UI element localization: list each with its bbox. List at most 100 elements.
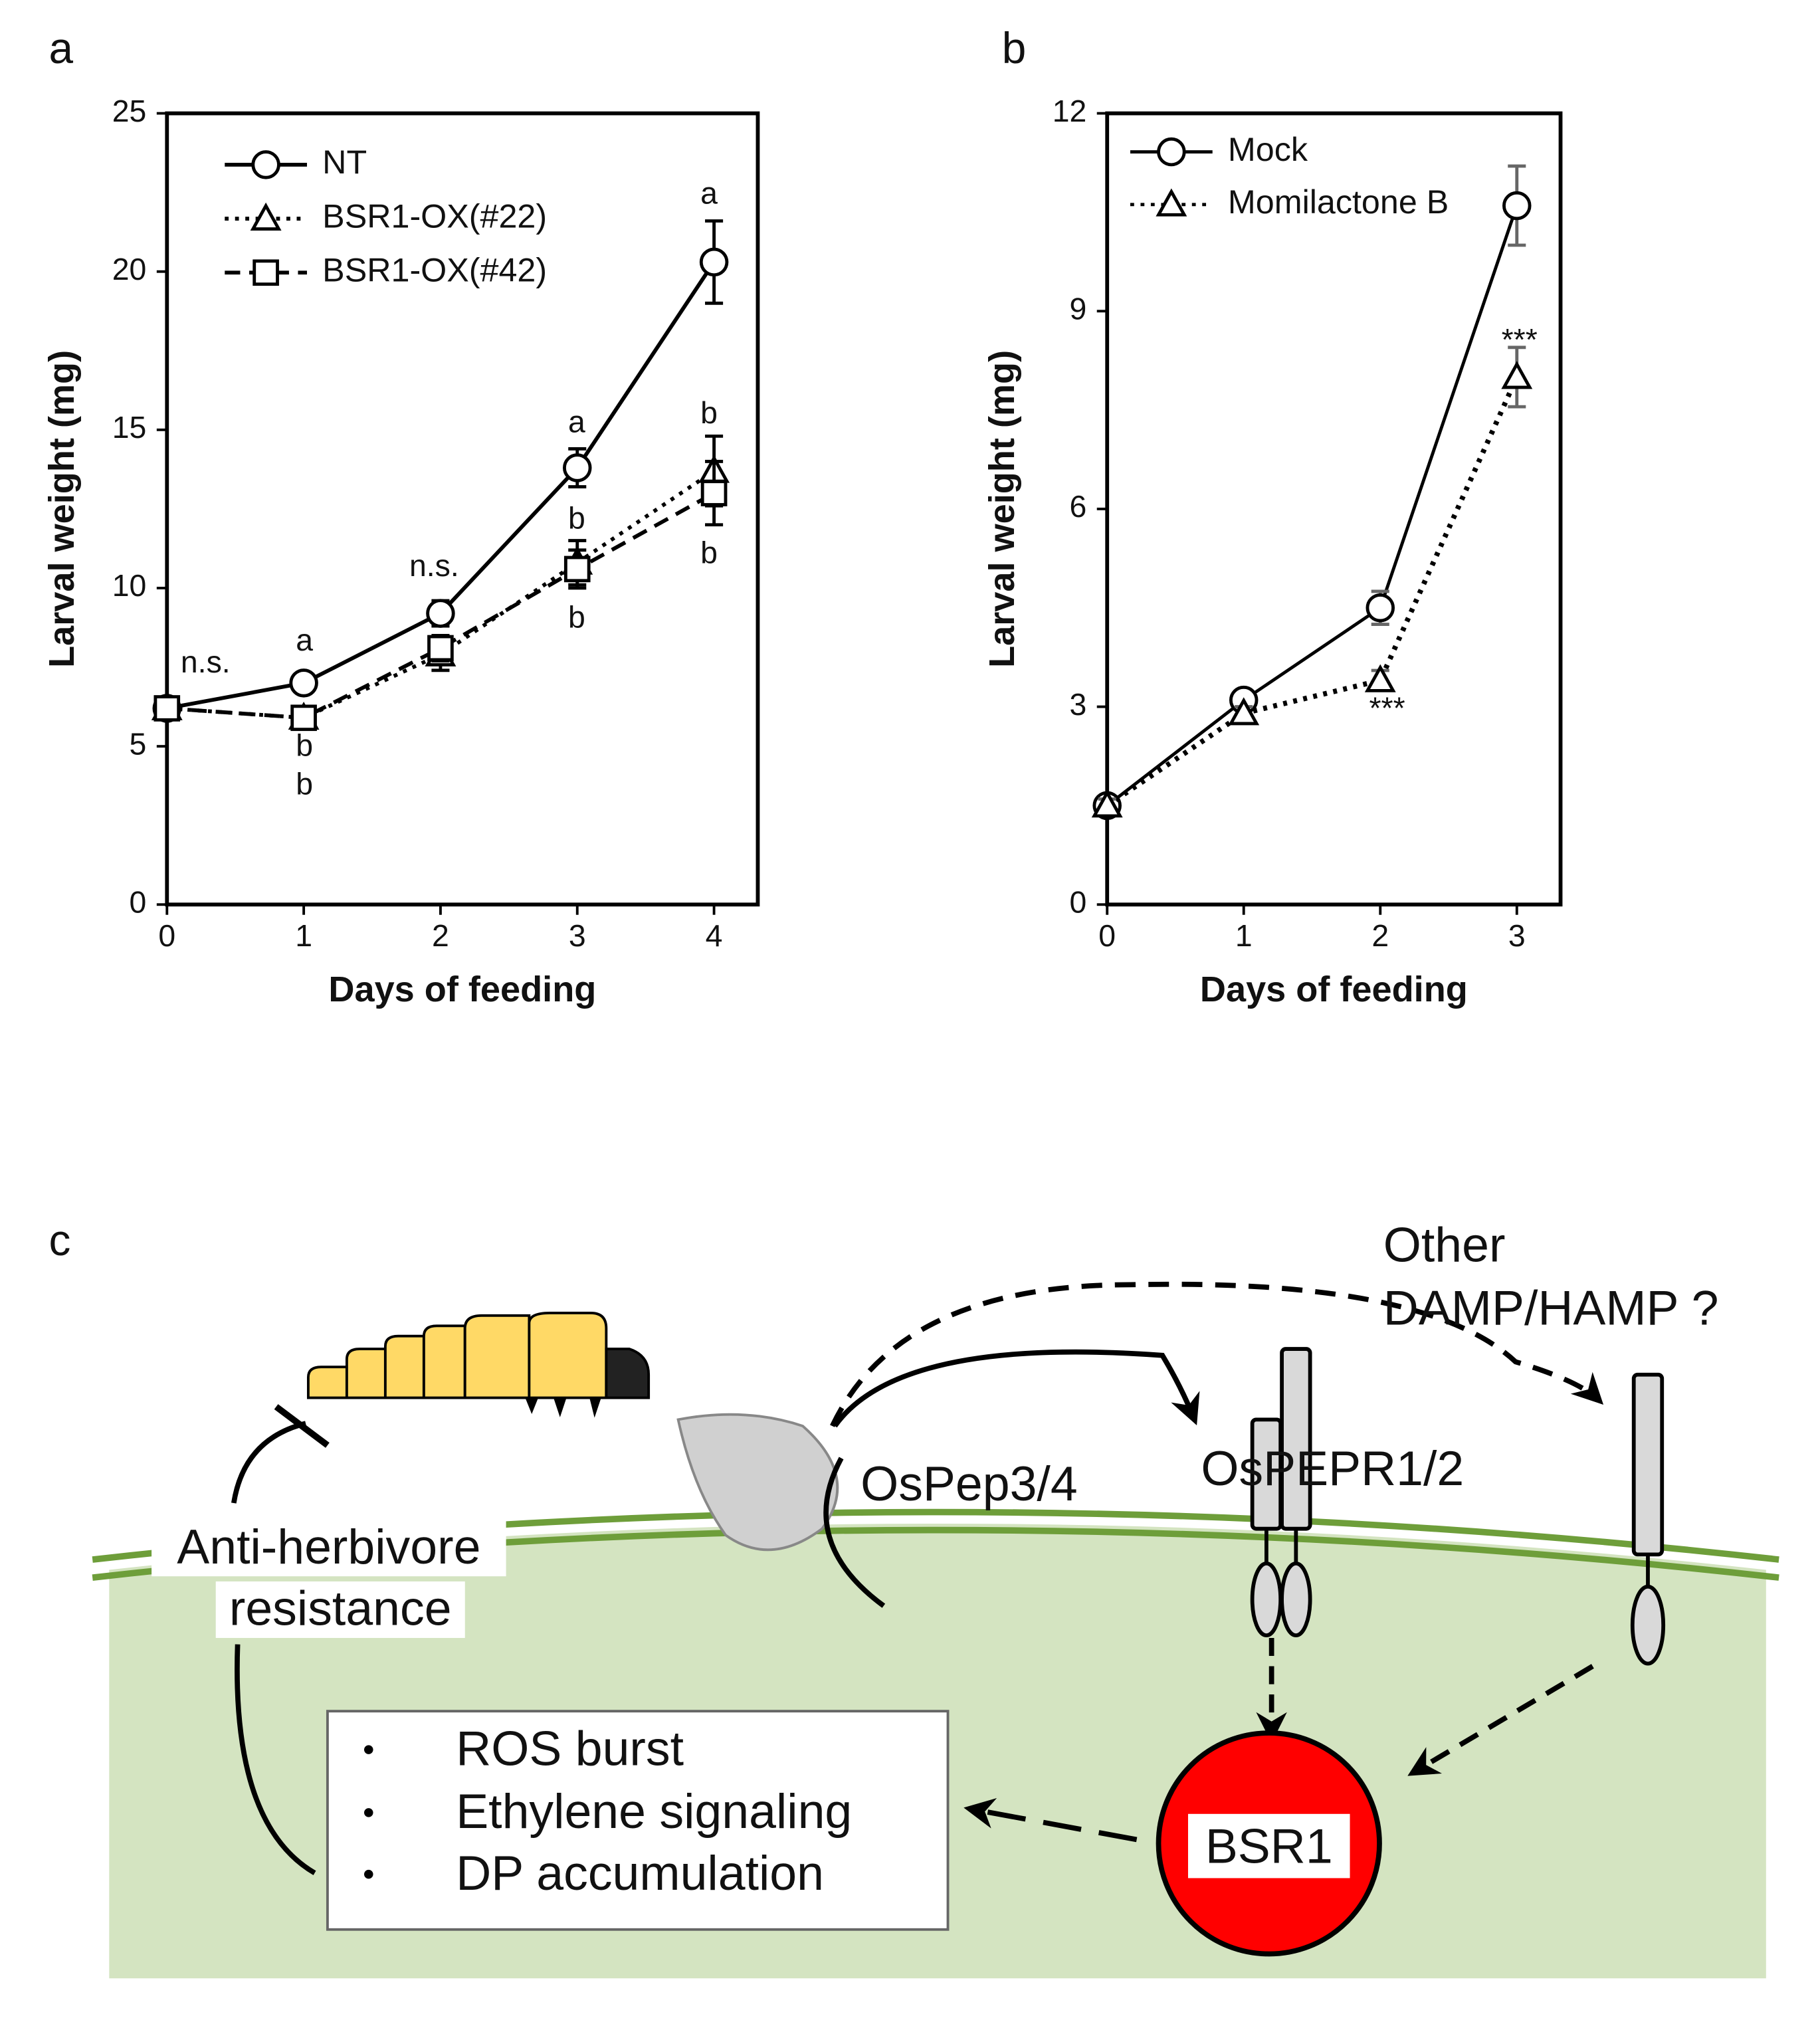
y-tick-label: 5: [130, 726, 147, 761]
hub-label: BSR1: [1205, 1819, 1333, 1873]
x-tick-label: 3: [1508, 918, 1526, 953]
ligand-label: OsPep3/4: [860, 1457, 1078, 1511]
y-tick-label: 15: [112, 410, 147, 445]
marker: [563, 556, 591, 583]
plot-frame: [165, 111, 760, 907]
x-axis-label: Days of feeding: [328, 969, 596, 1009]
x-tick-label: 4: [706, 918, 723, 953]
x-tick-label: 1: [295, 918, 312, 953]
y-tick-label: 12: [1053, 94, 1087, 128]
legend-marker: [253, 259, 279, 286]
marker: [1365, 593, 1395, 623]
inhibition-line: [231, 1421, 316, 1876]
receptor: [1250, 1347, 1666, 1666]
series-line: [167, 491, 715, 720]
legend-label: Mock: [1228, 131, 1308, 168]
x-tick-label: 2: [432, 918, 449, 953]
other-label: Other: [1383, 1218, 1506, 1272]
legend-marker: [1156, 188, 1187, 217]
y-axis-label: Larval weight (mg): [42, 350, 82, 668]
x-tick-label: 0: [158, 918, 175, 953]
resistance-label: resistance: [229, 1581, 452, 1636]
x-axis-label: Days of feeding: [1200, 969, 1468, 1009]
release-line: [823, 1457, 886, 1608]
annotation: n.s.: [181, 645, 231, 679]
output-box: [326, 1710, 950, 1931]
marker: [153, 695, 181, 722]
resistance-label: Anti-herbivore: [177, 1520, 480, 1574]
bullet-text: ROS burst: [456, 1721, 684, 1776]
marker: [1502, 191, 1532, 221]
annotation: a: [568, 405, 585, 439]
annotation: ***: [1369, 691, 1405, 726]
bullet-text: Ethylene signaling: [456, 1784, 852, 1839]
legend-marker: [1157, 137, 1186, 167]
series-line: [1106, 205, 1519, 807]
x-tick-label: 2: [1371, 918, 1389, 953]
y-tick-label: 0: [130, 885, 147, 920]
bullet: [363, 1808, 373, 1817]
marker: [1091, 789, 1123, 818]
marker: [426, 599, 455, 628]
annotation: ***: [1502, 322, 1538, 357]
annotation: b: [700, 536, 718, 570]
marker: [290, 704, 317, 732]
label-box: [152, 1520, 506, 1577]
legend-marker: [250, 202, 282, 231]
series-line: [167, 469, 716, 720]
marker: [289, 668, 318, 698]
y-tick-label: 10: [112, 568, 147, 603]
leaf: [676, 1413, 839, 1552]
legend-marker: [251, 150, 280, 179]
label-box: [1187, 1813, 1350, 1878]
wound-signal-arrow: [833, 1349, 1200, 1428]
panel-label: c: [49, 1216, 70, 1265]
arrow: [1407, 1664, 1594, 1776]
y-tick-label: 6: [1069, 489, 1086, 524]
annotation: b: [296, 767, 313, 801]
marker: [1501, 361, 1533, 389]
annotation: n.s.: [409, 548, 459, 583]
x-tick-label: 1: [1235, 918, 1253, 953]
marker: [700, 480, 728, 506]
y-tick-label: 3: [1069, 687, 1086, 722]
receptor-label: OsPEPR1/2: [1201, 1441, 1464, 1496]
marker: [1364, 664, 1396, 692]
y-tick-label: 0: [1069, 885, 1086, 920]
panel-label: a: [49, 24, 73, 72]
marker: [699, 247, 729, 277]
annotation: a: [296, 623, 313, 657]
bullet: [363, 1745, 373, 1754]
y-tick-label: 9: [1069, 291, 1086, 326]
other-label: DAMP/HAMP ?: [1383, 1280, 1719, 1335]
y-tick-label: 25: [112, 94, 147, 128]
annotation: b: [568, 599, 585, 634]
marker: [563, 453, 592, 482]
annotation: b: [296, 728, 313, 763]
marker: [427, 635, 454, 662]
other-signal-arrow: [830, 1281, 1604, 1427]
inhibition-bar: [274, 1404, 330, 1448]
legend-label: Momilactone B: [1228, 183, 1449, 221]
bullet-text: DP accumulation: [456, 1846, 824, 1900]
y-tick-label: 20: [112, 252, 147, 286]
bullet: [363, 1869, 373, 1879]
annotation: b: [700, 395, 718, 430]
x-tick-label: 0: [1098, 918, 1116, 953]
label-box: [215, 1581, 465, 1638]
annotation: b: [568, 501, 585, 536]
marker: [1228, 697, 1260, 726]
x-tick-label: 3: [569, 918, 586, 953]
panel-label: b: [1002, 24, 1027, 72]
legend-label: NT: [322, 144, 367, 181]
legend-label: BSR1-OX(#42): [322, 252, 547, 289]
legend-label: BSR1-OX(#22): [322, 197, 547, 235]
series-line: [1106, 375, 1520, 808]
arrow: [963, 1797, 1138, 1843]
annotation: a: [700, 176, 718, 211]
plot-frame: [1105, 111, 1563, 907]
y-axis-label: Larval weight (mg): [982, 350, 1022, 668]
diagram: c BSR1 ROS burst Ethylene signaling DP a…: [49, 1216, 1779, 1979]
